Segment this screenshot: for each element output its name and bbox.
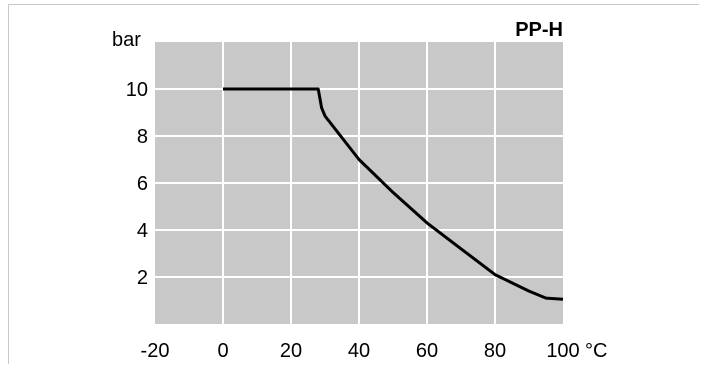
x-tick-label: 0 [217, 340, 228, 362]
y-tick-label: 8 [137, 126, 148, 148]
figure-frame [8, 4, 699, 364]
y-tick-label: 4 [137, 220, 148, 242]
x-tick-label: 60 [416, 340, 438, 362]
y-axis-title: bar [112, 29, 141, 51]
y-tick-label: 2 [137, 267, 148, 289]
x-tick-label: 40 [348, 340, 370, 362]
x-tick-label: -20 [141, 340, 170, 362]
x-tick-label: 100 [546, 340, 579, 362]
y-tick-label: 10 [126, 79, 148, 101]
series-line-pressure [223, 87, 564, 301]
x-tick-label: 80 [484, 340, 506, 362]
y-tick-label: 6 [137, 173, 148, 195]
x-axis-title: °C [585, 340, 607, 362]
y-axis-ticks: 2 4 6 8 10 [126, 79, 148, 289]
x-axis-ticks: -20 0 20 40 60 80 100 [141, 340, 580, 362]
chart-title: PP-H [515, 19, 563, 41]
x-tick-label: 20 [280, 340, 302, 362]
